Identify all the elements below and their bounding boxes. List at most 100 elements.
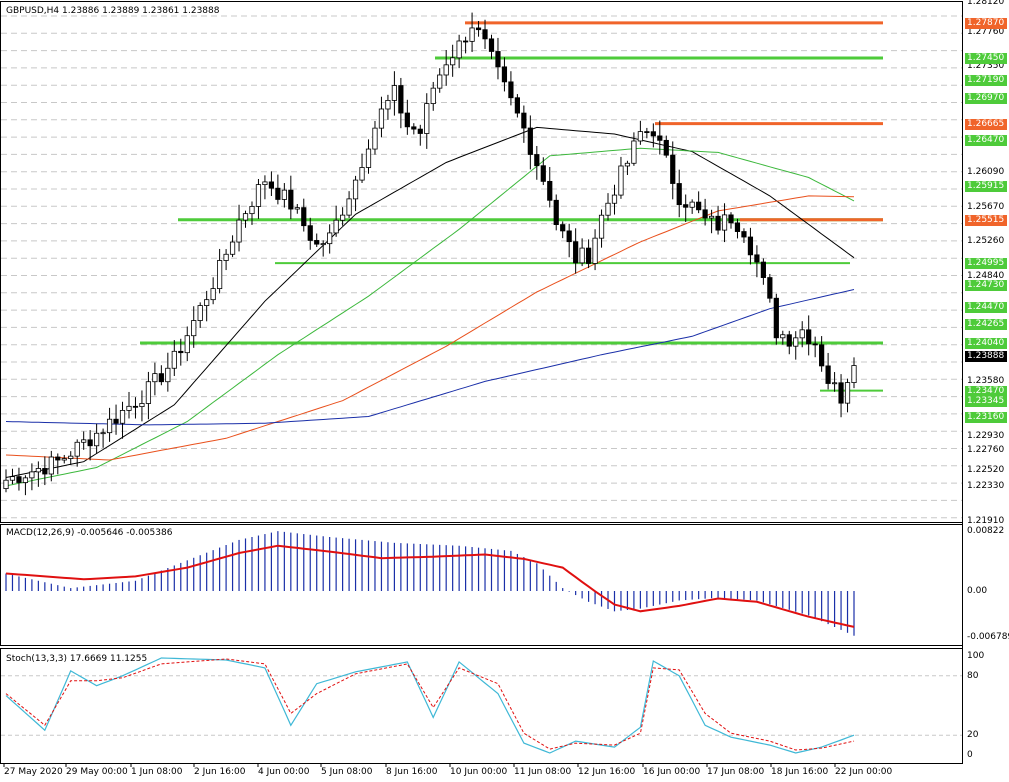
candle bbox=[171, 340, 177, 376]
candle-body bbox=[851, 365, 857, 383]
candle bbox=[378, 96, 385, 138]
candle bbox=[81, 431, 87, 450]
time-axis-label: 4 Jun 00:00 bbox=[258, 767, 310, 777]
candle bbox=[275, 174, 281, 205]
candle bbox=[637, 120, 643, 145]
candle-body bbox=[48, 456, 54, 475]
candle-body bbox=[644, 131, 650, 134]
candle bbox=[191, 306, 197, 348]
price-tick-label: 1.27350 bbox=[965, 61, 1007, 73]
candle bbox=[268, 171, 275, 196]
candle bbox=[359, 153, 365, 183]
candle bbox=[262, 175, 268, 200]
time-axis-label: 16 Jun 00:00 bbox=[643, 767, 701, 777]
candle bbox=[734, 218, 741, 239]
level-price-label: 1.23470 bbox=[965, 385, 1007, 397]
candle-body bbox=[540, 165, 546, 182]
level-price-label: 1.25515 bbox=[965, 214, 1007, 226]
candle-body bbox=[514, 97, 520, 114]
stoch-axis-label: 80 bbox=[965, 670, 1007, 682]
candle bbox=[566, 223, 572, 258]
candle-body bbox=[126, 405, 132, 411]
candle-body bbox=[29, 471, 35, 479]
candle-body bbox=[844, 382, 851, 404]
candle-body bbox=[236, 219, 242, 243]
candle bbox=[437, 68, 443, 93]
candle bbox=[708, 209, 715, 234]
candle-body bbox=[74, 441, 80, 457]
level-price-label: 1.27190 bbox=[965, 74, 1007, 86]
candle bbox=[430, 81, 436, 111]
candle bbox=[747, 227, 754, 265]
candle-body bbox=[560, 224, 566, 232]
candle-body bbox=[145, 381, 152, 404]
candle bbox=[624, 160, 631, 176]
candle-body bbox=[139, 403, 145, 408]
price-tick-label: 1.24840 bbox=[965, 271, 1007, 283]
candle-body bbox=[747, 236, 754, 256]
candle bbox=[229, 235, 236, 258]
candle-body bbox=[721, 214, 728, 231]
candle bbox=[605, 193, 611, 221]
candle bbox=[598, 209, 605, 248]
candle bbox=[676, 169, 682, 218]
candle bbox=[68, 451, 74, 466]
candle bbox=[178, 338, 184, 366]
candle-body bbox=[437, 74, 443, 89]
candle-body bbox=[191, 320, 197, 337]
candle bbox=[547, 166, 553, 208]
time-axis-label: 1 Jun 08:00 bbox=[131, 767, 183, 777]
candle-body bbox=[611, 194, 618, 204]
price-tick-label: 1.25670 bbox=[965, 201, 1007, 213]
candle bbox=[236, 204, 242, 252]
candle-body bbox=[631, 140, 637, 164]
candle bbox=[223, 249, 229, 271]
candle-body bbox=[359, 167, 365, 181]
candle bbox=[657, 120, 663, 155]
candle bbox=[443, 50, 449, 86]
candle bbox=[760, 258, 766, 285]
candle bbox=[812, 336, 818, 358]
chart-header: GBPUSD,H4 1.23886 1.23889 1.23861 1.2388… bbox=[6, 6, 220, 16]
candle bbox=[327, 224, 333, 254]
candle bbox=[851, 357, 857, 389]
candle bbox=[560, 221, 566, 239]
candle bbox=[831, 372, 838, 392]
candle-body bbox=[307, 225, 313, 241]
price-tick-label: 1.22520 bbox=[965, 465, 1007, 477]
candle-body bbox=[702, 209, 708, 219]
candle-body bbox=[372, 127, 378, 150]
level-price-label: 1.24995 bbox=[965, 258, 1007, 270]
candle bbox=[799, 321, 805, 348]
candle bbox=[670, 141, 676, 200]
candle-body bbox=[35, 468, 41, 473]
candle-body bbox=[508, 81, 514, 99]
level-price-label: 1.24470 bbox=[965, 302, 1007, 314]
candle bbox=[281, 183, 287, 208]
candle-body bbox=[411, 126, 417, 130]
level-price-label: 1.23345 bbox=[965, 396, 1007, 408]
candle-body bbox=[171, 350, 177, 369]
level-price-label: 1.24730 bbox=[965, 280, 1007, 292]
horizontal-levels bbox=[140, 21, 883, 392]
level-price-label: 1.27870 bbox=[965, 17, 1007, 29]
level-price-label: 1.26665 bbox=[965, 118, 1007, 130]
candle bbox=[534, 145, 540, 180]
time-axis-label: 18 Jun 16:00 bbox=[771, 767, 829, 777]
candle-body bbox=[333, 219, 339, 234]
panel-frames bbox=[0, 1, 963, 767]
candle bbox=[165, 352, 171, 392]
candle bbox=[501, 57, 508, 92]
stoch-main-line bbox=[5, 657, 855, 754]
candle-body bbox=[320, 243, 326, 246]
candle-body bbox=[443, 64, 449, 76]
candle-body bbox=[197, 305, 203, 321]
candle-body bbox=[585, 247, 592, 264]
candle bbox=[592, 229, 598, 271]
candle bbox=[242, 210, 249, 228]
candle-body bbox=[68, 455, 74, 459]
ma-line-green bbox=[5, 147, 855, 487]
candle bbox=[573, 228, 579, 274]
candle bbox=[16, 467, 22, 491]
